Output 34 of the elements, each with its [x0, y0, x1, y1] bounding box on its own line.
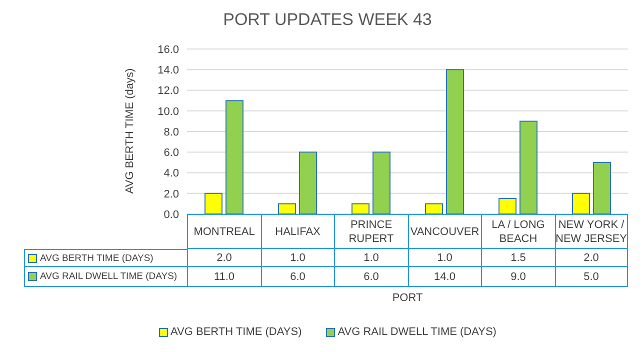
y-tick-label: 6.0: [164, 147, 179, 160]
data-label: 6.0: [334, 267, 408, 287]
x-tick-label: PRINCE RUPERT: [334, 214, 408, 249]
x-tick-label: HALIFAX: [260, 214, 334, 249]
data-label: 11.0: [187, 267, 260, 287]
x-tick-label: MONTREAL: [187, 214, 260, 249]
x-tick-label: VANCOUVER: [408, 214, 481, 249]
data-label: 14.0: [408, 267, 481, 287]
text: AVG BERTH TIME (DAYS): [170, 326, 302, 338]
y-axis-title: AVG BERTH TIME (days): [124, 68, 136, 194]
data-label: 1.0: [408, 249, 481, 267]
data-label: 5.0: [554, 267, 628, 287]
y-tick-label: 0.0: [164, 208, 179, 221]
y-tick-label: 16.0: [158, 44, 179, 56]
legend-label: AVG RAIL DWELL TIME (DAYS): [24, 267, 187, 287]
text: AVG RAIL DWELL TIME (DAYS): [338, 326, 496, 338]
x-axis-title: PORT: [391, 292, 424, 304]
data-label: 1.0: [260, 249, 334, 267]
x-tick-label: NEW YORK / NEW JERSEY: [554, 214, 628, 249]
chart-title: PORT UPDATES WEEK 43: [222, 10, 433, 30]
y-tick-label: 12.0: [158, 85, 179, 98]
y-tick-label: 14.0: [158, 64, 179, 77]
y-tick-label: 10.0: [158, 106, 179, 118]
x-tick-label: LA / LONG BEACH: [481, 214, 554, 249]
legend-label: AVG BERTH TIME (DAYS): [24, 249, 187, 267]
y-tick-label: 2.0: [164, 188, 179, 200]
y-tick-label: 4.0: [164, 168, 179, 180]
data-label: 2.0: [187, 249, 260, 267]
y-tick-label: 8.0: [164, 126, 179, 138]
data-label: 1.0: [334, 249, 408, 267]
data-label: 6.0: [260, 267, 334, 287]
data-label: 2.0: [554, 249, 628, 267]
data-label: 9.0: [481, 267, 554, 287]
data-label: 1.5: [481, 249, 554, 267]
